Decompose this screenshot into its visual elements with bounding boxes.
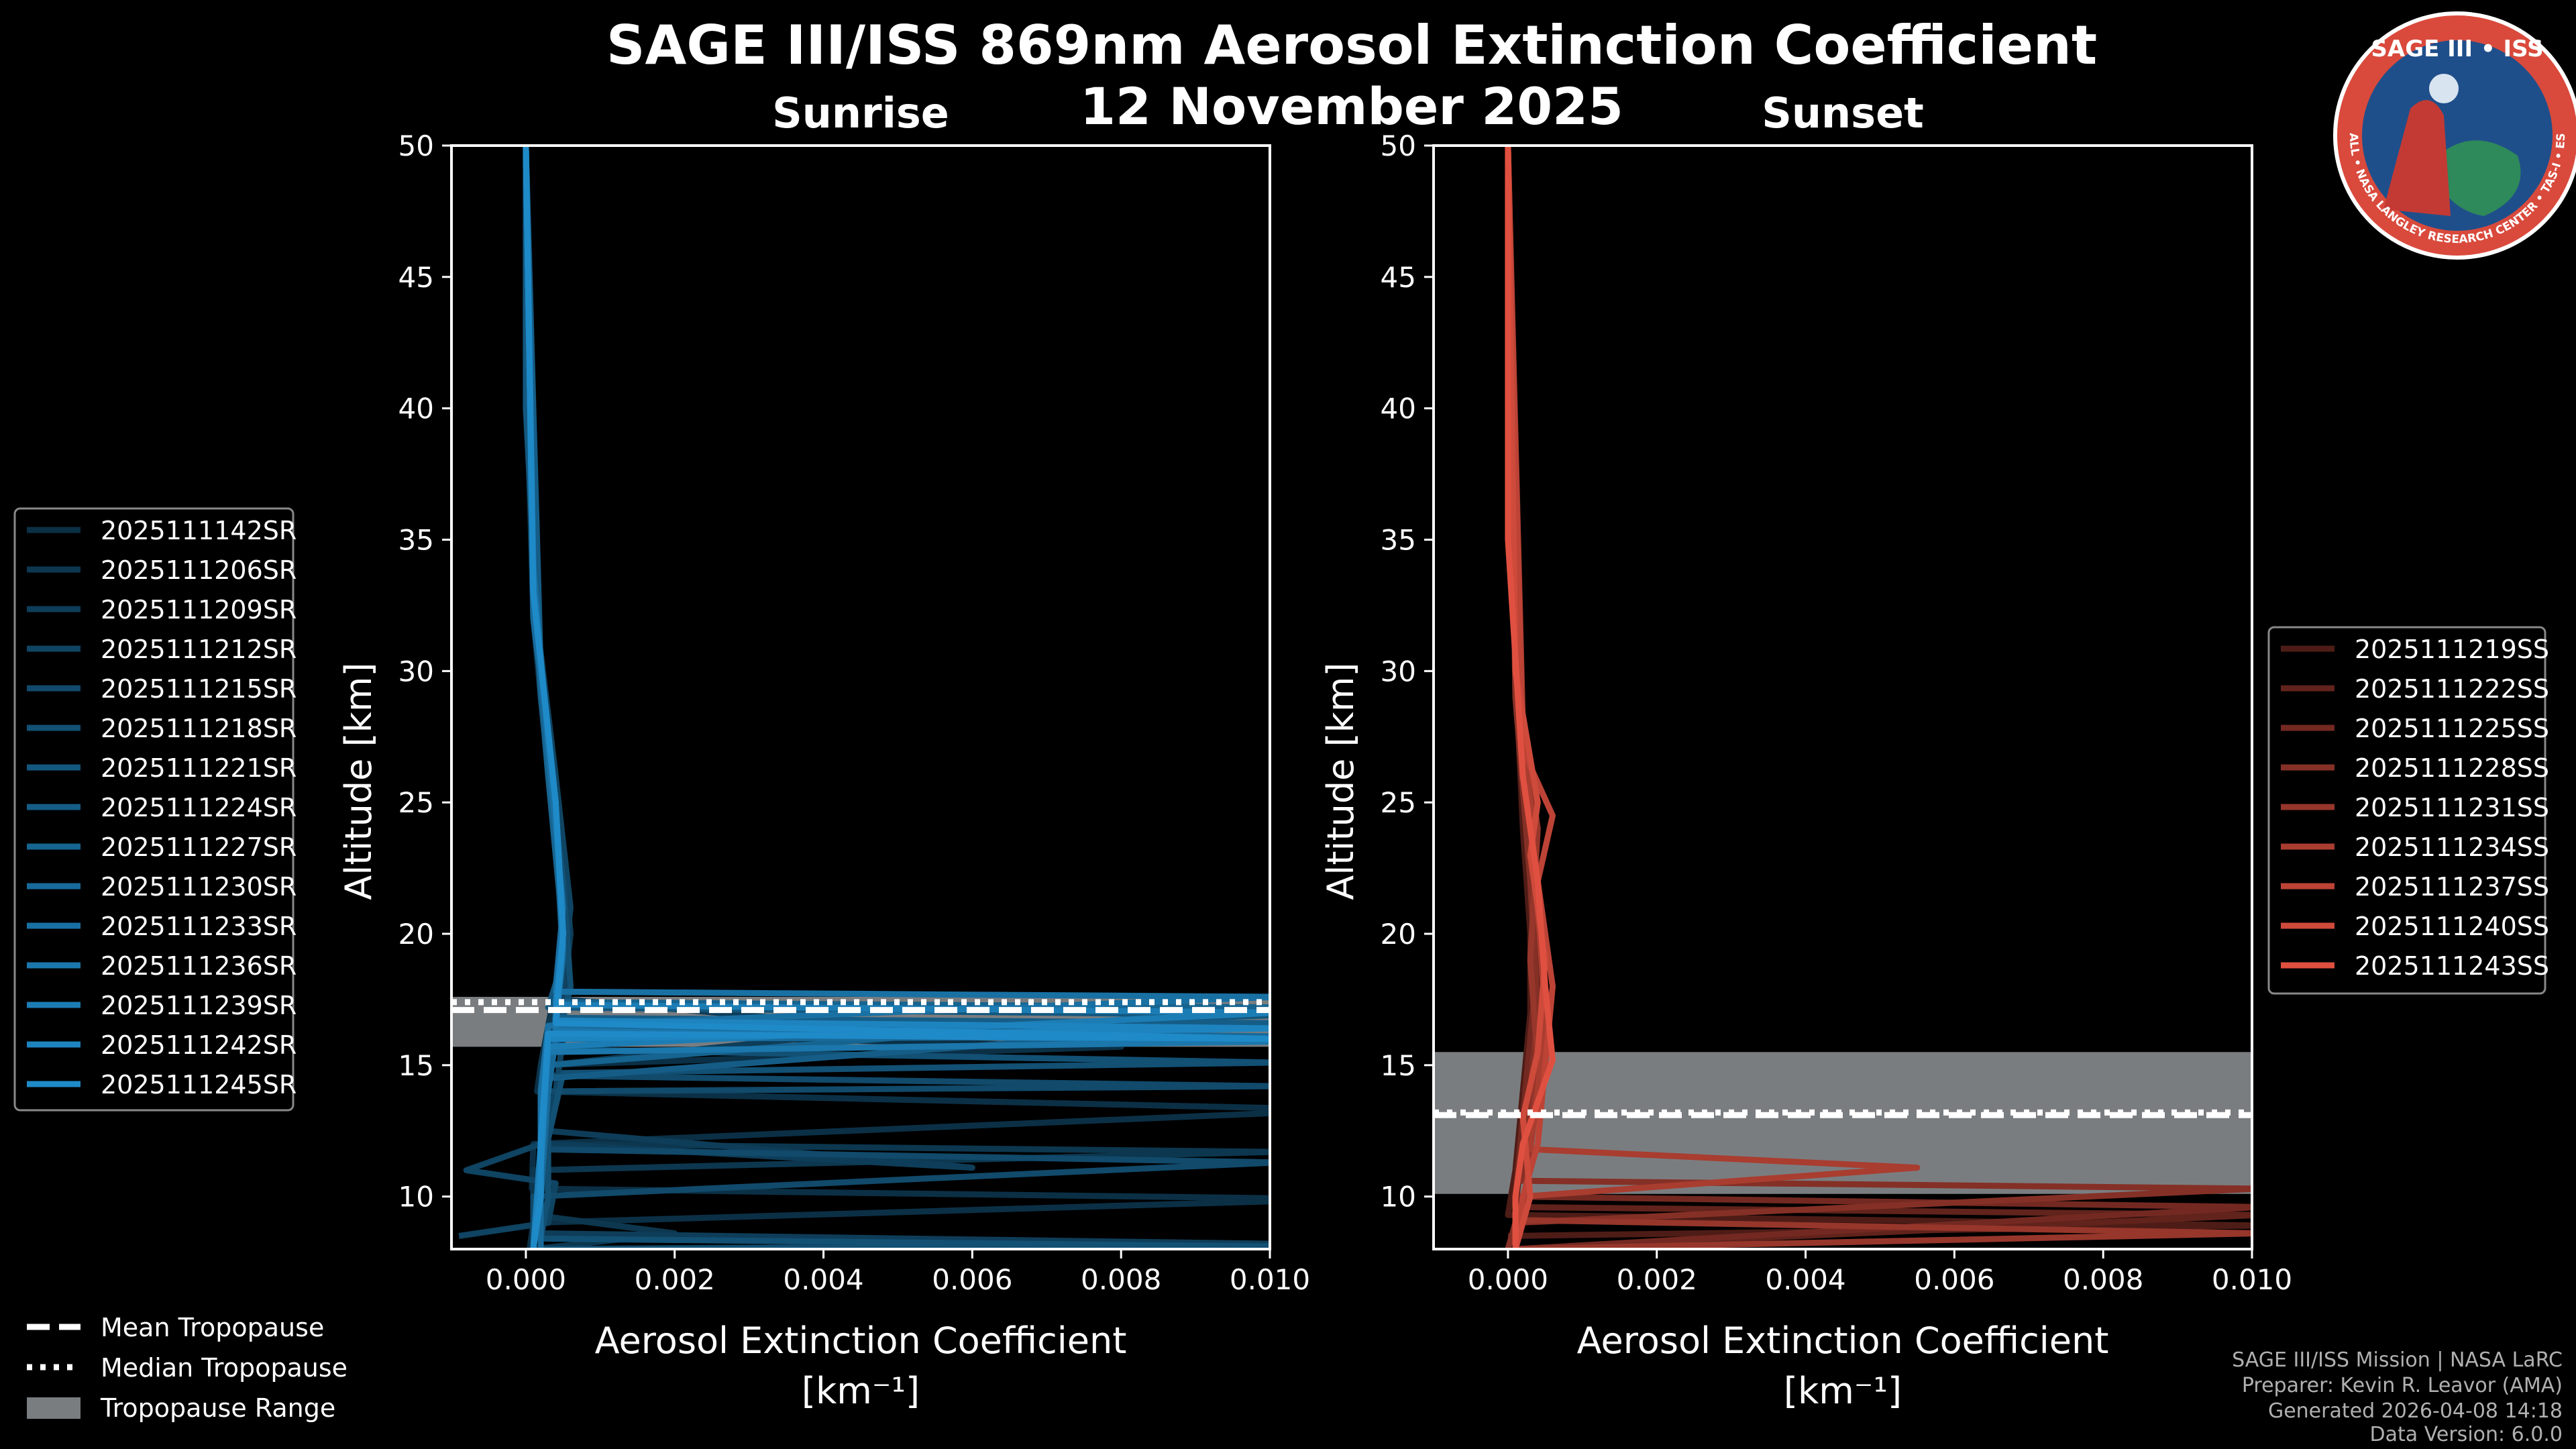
plot-frame — [450, 144, 1271, 1250]
x-tick-label: 0.008 — [2063, 1263, 2143, 1296]
y-tick-label: 50 — [398, 129, 434, 162]
y-tick-label: 30 — [398, 655, 434, 688]
series-line-2025111245SR — [523, 146, 1270, 1249]
tropopause-range-swatch — [27, 1397, 80, 1419]
chart-date: 12 November 2025 — [1080, 76, 1623, 136]
footer-preparer: Preparer: Kevin R. Leavor (AMA) — [2242, 1374, 2563, 1397]
x-axis-label: Aerosol Extinction Coefficient — [1577, 1320, 2109, 1362]
median-tropopause-label: Median Tropopause — [101, 1353, 347, 1383]
y-tick-label: 30 — [1381, 655, 1416, 688]
legend-label: 2025111242SR — [101, 1030, 297, 1060]
logo-moon-shape — [2429, 74, 2459, 103]
y-tick-label: 45 — [1381, 261, 1416, 294]
y-tick-label: 35 — [1381, 524, 1416, 557]
footer-version: Data Version: 6.0.0 — [2370, 1423, 2563, 1446]
legend-label: 2025111234SS — [2355, 833, 2549, 862]
legend-label: 2025111239SR — [101, 991, 297, 1020]
x-tick-label: 0.010 — [1230, 1263, 1310, 1296]
x-tick-label: 0.006 — [1914, 1263, 1994, 1296]
legend-label: 2025111209SR — [101, 595, 297, 625]
x-tick-label: 0.008 — [1081, 1263, 1161, 1296]
sunset-panel: Sunset 0.000 0.002 0.004 0.006 0.008 0.010 10 15… — [1320, 89, 2292, 1412]
y-tick-label: 15 — [1381, 1049, 1416, 1082]
y-tick-label: 20 — [1381, 918, 1416, 951]
y-tick-label: 25 — [1381, 786, 1416, 819]
legend-label: 2025111237SS — [2355, 872, 2549, 902]
mean-tropopause-label: Mean Tropopause — [101, 1313, 324, 1342]
legend-label: 2025111243SS — [2355, 951, 2549, 981]
legend-label: 2025111206SR — [101, 555, 297, 585]
series-line-2025111215SR — [523, 146, 1270, 1249]
legend-label: 2025111230SR — [101, 872, 297, 902]
y-tick-label: 15 — [398, 1049, 434, 1082]
legend-frame — [13, 507, 294, 1112]
y-tick-label: 40 — [1381, 392, 1416, 425]
plot-frame — [1432, 144, 2253, 1250]
sunrise-panel: Sunrise 0.000 0.002 0.004 0.006 0.008 0.010 10 1… — [337, 89, 1310, 1412]
legend-label: 2025111218SR — [101, 714, 297, 743]
legend-label: 2025111245SR — [101, 1070, 297, 1099]
x-tick-label: 0.002 — [1617, 1263, 1697, 1296]
x-tick-label: 0.000 — [1468, 1263, 1548, 1296]
legend-label: 2025111212SR — [101, 635, 297, 664]
legend-label: 2025111222SS — [2355, 674, 2549, 704]
series-line-2025111243SS — [1505, 146, 1556, 1249]
footer-credits: SAGE III/ISS Mission | NASA LaRC Prepare… — [2232, 1348, 2563, 1446]
legend-label: 2025111240SS — [2355, 912, 2549, 941]
series-legend-sunrise: 2025111142SR 2025111206SR 2025111209SR 2025… — [13, 507, 297, 1112]
x-tick-label: 0.000 — [486, 1263, 566, 1296]
x-tick-label: 0.010 — [2212, 1263, 2292, 1296]
legend-label: 2025111221SR — [101, 753, 297, 783]
y-tick-label: 10 — [1381, 1181, 1416, 1214]
legend-label: 2025111228SS — [2355, 753, 2549, 783]
legend-frame — [2267, 626, 2546, 995]
logo-earth-shape — [2430, 140, 2521, 216]
x-tick-label: 0.004 — [1765, 1263, 1845, 1296]
legend-label: 2025111215SR — [101, 674, 297, 704]
legend-label: 2025111231SS — [2355, 793, 2549, 822]
legend-label: 2025111236SR — [101, 951, 297, 981]
y-axis-label: Altitude [km] — [337, 662, 380, 900]
tropopause-legend: Mean Tropopause Median Tropopause Tropop… — [27, 1313, 347, 1423]
logo-figure-shape — [2383, 100, 2451, 216]
x-axis-units: [km⁻¹] — [802, 1370, 920, 1412]
panel-title: Sunrise — [772, 89, 949, 138]
x-tick-label: 0.006 — [932, 1263, 1012, 1296]
y-tick-label: 20 — [398, 918, 434, 951]
y-tick-label: 10 — [398, 1181, 434, 1214]
y-tick-label: 40 — [398, 392, 434, 425]
logo-title: SAGE III • ISS — [2371, 36, 2543, 62]
y-tick-label: 35 — [398, 524, 434, 557]
y-axis-label: Altitude [km] — [1320, 662, 1362, 900]
footer-generated: Generated 2026-04-08 14:18 — [2268, 1399, 2563, 1423]
panel-title: Sunset — [1762, 89, 1924, 138]
x-axis-label: Aerosol Extinction Coefficient — [595, 1320, 1127, 1362]
y-tick-label: 45 — [398, 261, 434, 294]
legend-label: 2025111224SR — [101, 793, 297, 822]
legend-entries: 2025111142SR 2025111206SR 2025111209SR 2025… — [27, 516, 297, 1099]
legend-label: 2025111225SS — [2355, 714, 2549, 743]
y-tick-label: 50 — [1381, 129, 1416, 162]
y-tick-label: 25 — [398, 786, 434, 819]
footer-mission: SAGE III/ISS Mission | NASA LaRC — [2232, 1348, 2563, 1372]
sage-logo: SAGE III • ISS BALL • NASA LANGLEY RESEA… — [2333, 11, 2576, 260]
chart-title: SAGE III/ISS 869nm Aerosol Extinction Co… — [606, 14, 2097, 76]
x-tick-label: 0.002 — [635, 1263, 715, 1296]
legend-label: 2025111227SR — [101, 833, 297, 862]
legend-entries: 2025111219SS 2025111222SS 2025111225SS 2025… — [2281, 635, 2549, 981]
series-legend-sunset: 2025111219SS 2025111222SS 2025111225SS 2025… — [2267, 626, 2549, 995]
legend-label: 2025111142SR — [101, 516, 297, 545]
legend-label: 2025111219SS — [2355, 635, 2549, 664]
tropopause-range-label: Tropopause Range — [100, 1393, 335, 1423]
legend-label: 2025111233SR — [101, 912, 297, 941]
x-axis-units: [km⁻¹] — [1784, 1370, 1902, 1412]
x-tick-label: 0.004 — [783, 1263, 863, 1296]
